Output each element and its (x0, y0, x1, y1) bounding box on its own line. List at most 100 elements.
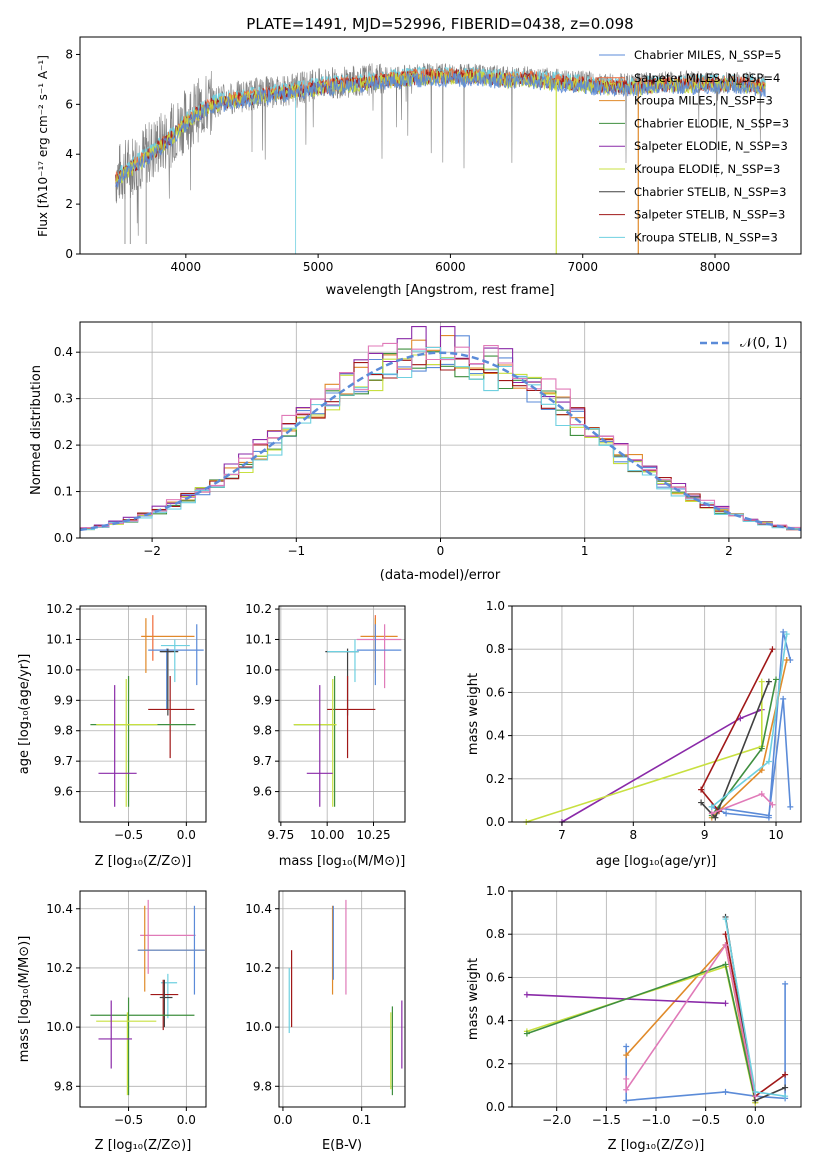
weight-marker (765, 758, 772, 765)
weight-age-ylabel: mass weight (466, 673, 481, 755)
residual-histogram-step (80, 326, 801, 530)
weight-marker (758, 790, 765, 797)
weight-marker (787, 803, 794, 810)
weight-vs-age-panel: 7 8 9 10 0.0 0.2 0.4 0.6 0.8 1.0 age [log₁₀(age/y… (466, 599, 802, 869)
weight-z-xlabel: Z [log₁₀(Z/Z⊙)] (608, 1138, 705, 1153)
y-tick-label: 6 (65, 97, 73, 111)
x-tick-label: 8 (629, 828, 637, 842)
spectrum-panel: 4000 5000 6000 7000 8000 0 2 4 6 8 Chabrier MILES… (36, 36, 802, 298)
weight-marker (722, 916, 729, 923)
y-tick-label: 10.0 (245, 663, 272, 677)
y-tick-label: 0 (65, 247, 73, 261)
x-tick-label: 2 (725, 544, 733, 558)
x-tick-label: 0 (437, 544, 445, 558)
x-tick-label: 0.0 (746, 1113, 765, 1127)
y-tick-label: 10.0 (46, 663, 73, 677)
weight-z-ylabel: mass weight (466, 958, 481, 1040)
age-vs-metallicity-panel: −0.5 0.0 9.6 9.7 9.8 9.9 10.0 10.1 10.2 Z [log₁₀… (17, 602, 207, 869)
x-tick-label: 0.0 (177, 1113, 196, 1127)
weight-marker (782, 980, 789, 987)
x-tick-label: −0.5 (691, 1113, 720, 1127)
y-tick-label: 10.2 (46, 602, 73, 616)
y-tick-label: 2 (65, 197, 73, 211)
age-z-ylabel: age [log₁₀(age/yr)] (17, 654, 32, 775)
y-tick-label: 9.8 (253, 724, 272, 738)
residual-plot-area (79, 326, 802, 532)
y-tick-label: 0.2 (486, 772, 505, 786)
weight-marker (780, 628, 787, 635)
legend-label: Kroupa STELIB, N_SSP=3 (634, 230, 778, 244)
age-z-plot-area (90, 615, 204, 807)
weight-marker (722, 961, 729, 968)
x-tick-label: −2.0 (542, 1113, 571, 1127)
mass-z-xlabel: Z [log₁₀(Z/Z⊙)] (95, 1138, 192, 1153)
weight-marker (722, 1088, 729, 1095)
legend-label: Chabrier ELODIE, N_SSP=3 (634, 116, 789, 130)
weight-marker (769, 646, 776, 653)
weight-marker (523, 1030, 530, 1037)
y-tick-label: 0.0 (486, 1100, 505, 1114)
x-tick-label: 4000 (171, 260, 202, 274)
x-tick-label: −1.5 (592, 1113, 621, 1127)
weight-z-plot-area (523, 913, 789, 1106)
y-tick-label: 10.2 (245, 602, 272, 616)
y-tick-label: 4 (65, 147, 73, 161)
y-tick-label: 0.6 (486, 970, 505, 984)
y-tick-label: 10.1 (245, 632, 272, 646)
mass-vs-extinction-panel: 0.0 0.1 9.8 10.0 10.2 10.4 E(B-V) (245, 890, 406, 1153)
y-tick-label: 9.7 (54, 754, 73, 768)
legend-label: Salpeter STELIB, N_SSP=3 (634, 208, 785, 222)
x-tick-label: −2 (143, 544, 161, 558)
residual-histogram-step (80, 342, 801, 529)
y-tick-label: 9.8 (54, 1079, 73, 1093)
x-tick-label: 6000 (435, 260, 466, 274)
weight-age-plot-area (523, 628, 794, 825)
y-tick-label: 0.6 (486, 685, 505, 699)
x-tick-label: 0.1 (352, 1113, 371, 1127)
y-tick-label: 0.2 (486, 1057, 505, 1071)
y-tick-label: 10.4 (245, 902, 272, 916)
y-tick-label: 0.1 (54, 485, 73, 499)
weight-marker (623, 1086, 630, 1093)
mass-z-frame (79, 890, 207, 1108)
weight-marker (752, 1088, 759, 1095)
x-tick-label: 10.00 (310, 828, 344, 842)
weight-marker (708, 810, 715, 817)
age-mass-xlabel: mass [log₁₀(M/M⊙)] (279, 854, 406, 869)
x-tick-label: −0.5 (114, 828, 143, 842)
x-tick-label: −1 (287, 544, 305, 558)
y-tick-label: 10.0 (245, 1020, 272, 1034)
y-tick-label: 0.4 (486, 1014, 505, 1028)
y-tick-label: 0.4 (486, 729, 505, 743)
spectrum-axes: 4000 5000 6000 7000 8000 0 2 4 6 8 (65, 47, 730, 274)
legend-label: Salpeter ELODIE, N_SSP=3 (634, 139, 788, 153)
y-tick-label: 1.0 (486, 884, 505, 898)
age-mass-grid (279, 606, 405, 822)
legend-label: Kroupa MILES, N_SSP=3 (634, 94, 773, 108)
weight-marker (722, 1000, 729, 1007)
y-tick-label: 9.6 (54, 785, 73, 799)
x-tick-label: 7 (558, 828, 566, 842)
age-z-axes: −0.5 0.0 9.6 9.7 9.8 9.9 10.0 10.1 10.2 (46, 602, 196, 842)
y-tick-label: 0.2 (54, 438, 73, 452)
weight-marker (712, 814, 719, 821)
weight-marker (623, 1075, 630, 1082)
y-tick-label: 10.1 (46, 632, 73, 646)
figure-title: PLATE=1491, MJD=52996, FIBERID=0438, z=0… (246, 15, 633, 33)
y-tick-label: 0.0 (486, 815, 505, 829)
y-tick-label: 0.3 (54, 392, 73, 406)
weight-marker (623, 1043, 630, 1050)
weight-z-axes: −2.0 −1.5 −1.0 −0.5 0.0 0.0 0.2 0.4 0.6 0.8 1.0 (486, 884, 765, 1127)
y-tick-label: 10.2 (245, 961, 272, 975)
weight-line (625, 942, 757, 1097)
weight-marker (783, 631, 790, 638)
mass-z-grid (80, 891, 206, 1107)
y-tick-label: 10.2 (46, 961, 73, 975)
x-tick-label: 1 (581, 544, 589, 558)
x-tick-label: 0.0 (273, 1113, 292, 1127)
mass-ebv-plot-area (288, 899, 403, 1096)
weight-marker (698, 799, 705, 806)
weight-marker (765, 814, 772, 821)
y-tick-label: 0.8 (486, 642, 505, 656)
